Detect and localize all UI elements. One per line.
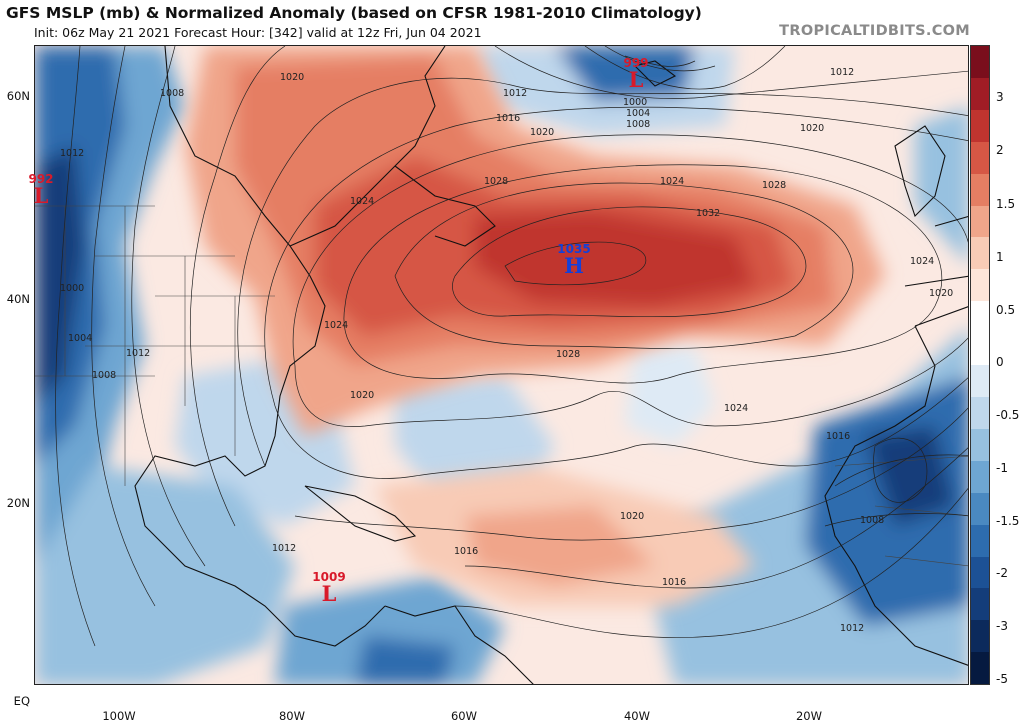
lat-label: 20N [6, 496, 30, 510]
isobar-label: 1024 [724, 403, 749, 414]
isobar-label: 1008 [860, 515, 885, 526]
political-borders [35, 205, 968, 567]
anomaly-colorbar [970, 45, 990, 685]
site-brand: TROPICALTIDBITS.COM [779, 23, 970, 39]
colorbar-swatch [971, 46, 989, 78]
colorbar-tick: -0.5 [996, 408, 1020, 422]
isobar-label: 1020 [280, 72, 305, 83]
colorbar-swatch [971, 428, 989, 461]
isobar-label: 1008 [92, 370, 117, 381]
colorbar-tick: 0 [996, 355, 1004, 369]
positive-anomaly-shading [185, 46, 885, 606]
isobar-label: 1004 [626, 108, 651, 119]
colorbar-swatch [971, 205, 989, 238]
isobar-label: 1008 [160, 88, 185, 99]
colorbar-swatch [971, 301, 989, 334]
colorbar-tick: 1.5 [996, 197, 1016, 211]
isobar-label: 1012 [272, 543, 297, 554]
colorbar-swatch [971, 652, 989, 685]
isobar-label: 1016 [662, 577, 687, 588]
isobar-label: 1000 [623, 97, 648, 108]
isobar-label: 1012 [840, 623, 865, 634]
lon-label: 80W [278, 709, 306, 723]
low-pressure-marker: 992 L [28, 172, 53, 206]
colorbar-tick: 3 [996, 90, 1004, 104]
isobar-label: 1020 [350, 390, 375, 401]
isobar-label: 1028 [484, 176, 509, 187]
isobar-label: 1020 [620, 511, 645, 522]
colorbar-swatch [971, 333, 989, 366]
isobar-label: 1012 [830, 67, 855, 78]
pressure-letter: L [321, 581, 337, 606]
pressure-value: 1035 [557, 242, 591, 256]
isobar-label: 1004 [68, 333, 93, 344]
lat-label: EQ [13, 694, 30, 708]
isobar-label: 1016 [454, 546, 479, 557]
anomaly-map [35, 46, 968, 684]
pressure-letter: H [564, 253, 584, 278]
pressure-letter: L [33, 183, 49, 208]
colorbar-swatch [971, 588, 989, 621]
colorbar-swatch [971, 173, 989, 206]
isobar-label: 1024 [324, 320, 349, 331]
isobar-label: 1024 [910, 256, 935, 267]
colorbar-swatch [971, 524, 989, 557]
colorbar-swatch [971, 460, 989, 493]
isobar-label: 1024 [660, 176, 685, 187]
colorbar-tick: 1 [996, 250, 1004, 264]
lat-label: 60N [6, 89, 30, 103]
colorbar-tick: 0.5 [996, 303, 1016, 317]
colorbar-tick: -1 [996, 461, 1008, 475]
isobar-label: 1012 [503, 88, 528, 99]
colorbar-swatch [971, 620, 989, 653]
high-pressure-marker: 1035 H [557, 242, 590, 276]
colorbar-tick: -5 [996, 672, 1008, 686]
coastlines [134, 46, 968, 684]
colorbar-swatch [971, 269, 989, 302]
pressure-letter: L [628, 67, 644, 92]
lon-label: 40W [623, 709, 651, 723]
chart-title: GFS MSLP (mb) & Normalized Anomaly (base… [6, 4, 702, 22]
lon-label: 100W [102, 709, 136, 723]
negative-anomaly-shading [35, 46, 968, 684]
isobar-label: 1000 [60, 283, 85, 294]
colorbar-tick: -3 [996, 619, 1008, 633]
lat-label: 40N [6, 292, 30, 306]
map-panel [34, 45, 969, 685]
isobar-label: 1020 [929, 288, 954, 299]
colorbar-swatch [971, 492, 989, 525]
isobar-label: 1024 [350, 196, 375, 207]
lon-label: 20W [795, 709, 823, 723]
low-pressure-marker: 1009 L [312, 570, 345, 604]
colorbar-swatch [971, 237, 989, 270]
isobar-label: 1016 [496, 113, 521, 124]
isobar-label: 1028 [556, 349, 581, 360]
colorbar-swatch [971, 556, 989, 589]
colorbar-tick: -1.5 [996, 514, 1020, 528]
isobar-label: 1028 [762, 180, 787, 191]
colorbar-swatch [971, 141, 989, 174]
colorbar-tick: 2 [996, 143, 1004, 157]
isobar-label: 1020 [530, 127, 555, 138]
pressure-value: 992 [28, 172, 54, 186]
isobar-label: 1008 [626, 119, 651, 130]
colorbar-swatch [971, 365, 989, 397]
colorbar-tick: -2 [996, 566, 1008, 580]
chart-subtitle: Init: 06z May 21 2021 Forecast Hour: [34… [34, 25, 482, 40]
isobar-label: 1012 [126, 348, 151, 359]
isobar-label: 1012 [60, 148, 85, 159]
isobar-contours [55, 46, 968, 647]
isobar-label: 1032 [696, 208, 721, 219]
pressure-value: 999 [623, 56, 649, 70]
colorbar-swatch [971, 77, 989, 110]
pressure-value: 1009 [312, 570, 346, 584]
colorbar-swatch [971, 396, 989, 429]
lon-label: 60W [450, 709, 478, 723]
isobar-label: 1016 [826, 431, 851, 442]
colorbar-swatch [971, 109, 989, 142]
low-pressure-marker: 999 L [623, 56, 648, 90]
isobar-label: 1020 [800, 123, 825, 134]
